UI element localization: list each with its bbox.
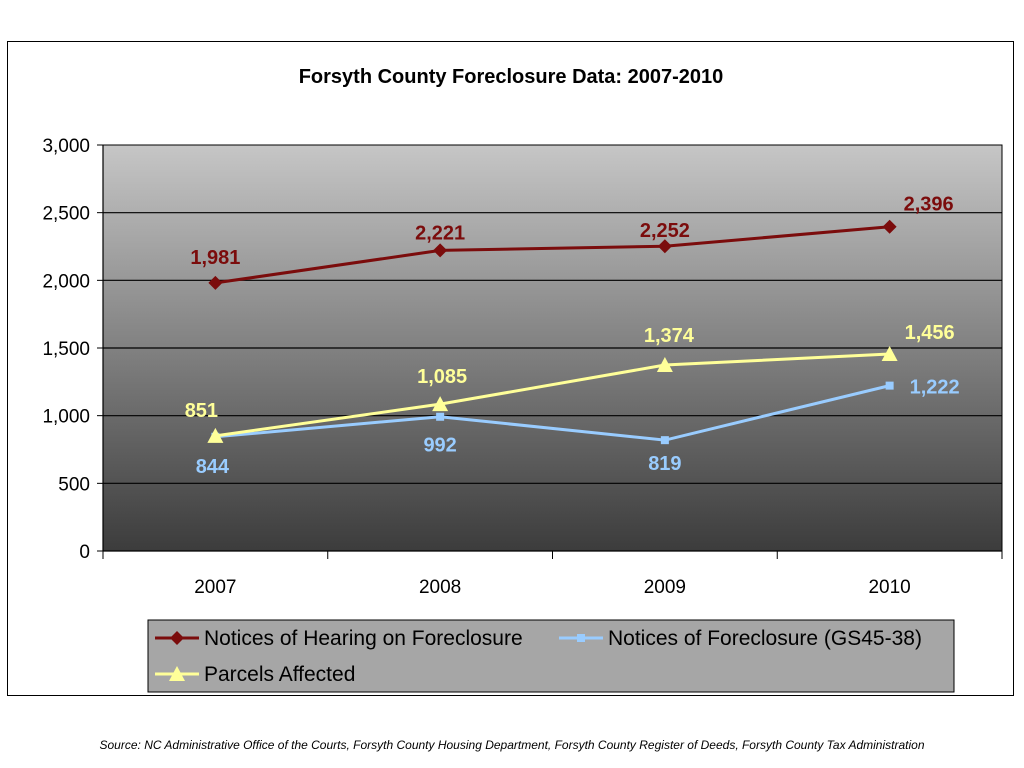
data-point-marker — [882, 219, 897, 234]
legend-label: Notices of Hearing on Foreclosure — [204, 627, 523, 650]
data-label: 1,222 — [910, 377, 960, 399]
y-tick-label: 2,500 — [42, 204, 90, 225]
legend-label: Parcels Affected — [204, 663, 355, 686]
x-tick-label: 2007 — [194, 577, 236, 598]
data-labels: 1,981 2,221 2,252 2,396 844 992 819 1,222 851 1,0… — [185, 194, 960, 478]
x-tick-label: 2010 — [868, 577, 910, 598]
data-point-marker — [881, 345, 898, 361]
series-line — [215, 384, 890, 442]
legend-marker — [169, 666, 185, 681]
data-label: 851 — [185, 400, 218, 422]
legend-box — [147, 619, 955, 693]
y-tick-label: 2,000 — [42, 271, 90, 292]
data-label: 2,396 — [904, 194, 954, 216]
data-label: 1,456 — [905, 322, 955, 344]
data-point-marker — [432, 396, 449, 412]
y-tick-label: 500 — [58, 474, 90, 495]
data-point-marker — [436, 412, 445, 421]
series-line — [215, 225, 890, 285]
gridlines — [103, 212, 1002, 484]
axes: 0 500 1,000 1,500 2,000 2,500 3,000 2007 2008 200… — [42, 136, 1003, 598]
data-label: 1,374 — [644, 325, 695, 347]
series-layer — [207, 219, 898, 445]
data-label: 1,981 — [190, 247, 240, 269]
data-label: 819 — [648, 453, 681, 475]
x-tick-label: 2009 — [644, 577, 686, 598]
y-tick-label: 1,500 — [42, 339, 90, 360]
series-line — [215, 352, 890, 438]
chart-title: Forsyth County Foreclosure Data: 2007-20… — [299, 66, 724, 88]
y-tick-label: 0 — [79, 542, 90, 563]
data-label: 1,085 — [417, 366, 467, 388]
legend-label: Notices of Foreclosure (GS45-38) — [608, 627, 922, 650]
data-label: 992 — [423, 435, 456, 457]
data-label: 2,252 — [640, 220, 690, 242]
source-note: Source: NC Administrative Office of the … — [99, 738, 925, 752]
data-point-marker — [885, 381, 894, 390]
y-tick-label: 1,000 — [42, 407, 90, 428]
data-point-marker — [207, 427, 224, 443]
data-point-marker — [657, 239, 672, 254]
legend: Notices of Hearing on Foreclosure Notices… — [147, 619, 955, 693]
data-label: 844 — [196, 456, 230, 478]
legend-marker — [170, 631, 184, 645]
data-point-marker — [208, 275, 223, 290]
data-point-marker — [433, 243, 448, 258]
x-tick-label: 2008 — [419, 577, 461, 598]
data-point-marker — [656, 357, 673, 373]
y-tick-label: 3,000 — [42, 136, 90, 157]
data-label: 2,221 — [415, 222, 465, 244]
legend-marker — [577, 634, 585, 642]
data-point-marker — [660, 436, 669, 445]
